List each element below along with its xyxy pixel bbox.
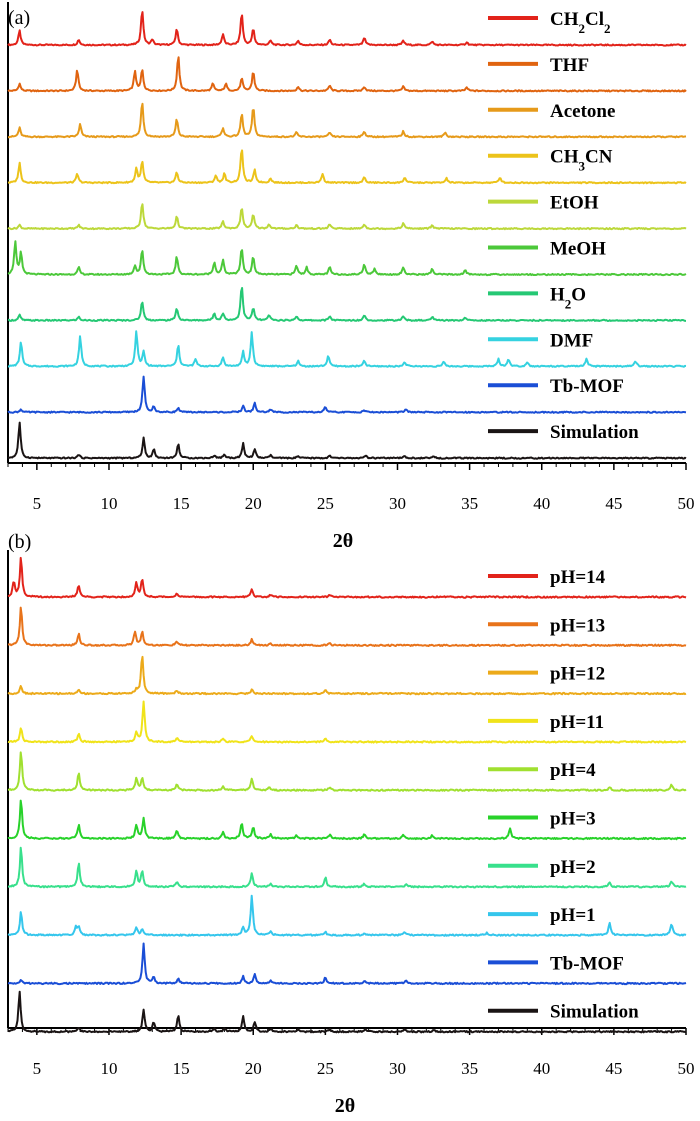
legend-label: Simulation (550, 422, 639, 443)
legend-label: pH=14 (550, 567, 606, 588)
x-axis-title: 2θ (335, 1095, 355, 1117)
series-trace (7, 149, 687, 185)
x-tick-label: 30 (389, 494, 406, 513)
series-trace (7, 556, 687, 599)
x-tick-label: 35 (461, 494, 478, 513)
legend-label: EtOH (550, 193, 599, 214)
x-tick-label: 5 (33, 494, 42, 513)
x-tick-label: 25 (317, 1059, 334, 1078)
legend-label: CH2Cl2 (550, 9, 611, 36)
x-tick-label: 45 (605, 1059, 622, 1078)
legend-label: H2O (550, 284, 586, 311)
series-trace (7, 655, 687, 696)
series-trace (7, 799, 687, 841)
legend-label: pH=2 (550, 857, 596, 878)
series-trace (7, 287, 686, 322)
x-tick-label: 45 (605, 494, 622, 513)
legend-label: MeOH (550, 239, 606, 260)
series-trace (7, 375, 687, 414)
legend-label: Acetone (550, 101, 615, 122)
panel-label: (b) (8, 531, 31, 553)
legend-label: pH=12 (550, 664, 605, 685)
series-trace (7, 894, 687, 937)
legend-label: Tb-MOF (550, 953, 624, 974)
panel-b: (b) 2θ 5 10 15 20 25 30 35 40 45 50 pH=14 pH=13 pH=1… (7, 531, 695, 1117)
series-trace (7, 203, 687, 231)
legend-label: CH3CN (550, 147, 613, 174)
series-trace (7, 942, 687, 986)
series-trace (7, 11, 687, 47)
legend-label: THF (550, 55, 589, 76)
legend-label: pH=13 (550, 615, 605, 636)
panel-a: (a) 2θ 5 10 15 20 25 30 35 40 45 50 CH2Cl2 THF Aceto… (7, 2, 695, 552)
series-trace (7, 990, 687, 1034)
x-tick-label: 15 (173, 1059, 190, 1078)
x-tick-label: 10 (100, 494, 117, 513)
series-trace (8, 846, 687, 889)
x-tick-label: 20 (245, 1059, 262, 1078)
series-trace (7, 606, 687, 647)
panel-label: (a) (8, 7, 30, 29)
series-trace (7, 240, 687, 277)
legend-label: DMF (550, 330, 593, 351)
x-tick-label: 40 (533, 1059, 550, 1078)
legend-label: pH=3 (550, 809, 596, 830)
series-trace (7, 751, 687, 792)
legend-label: pH=4 (550, 760, 596, 781)
x-tick-label: 10 (100, 1059, 117, 1078)
x-tick-label: 20 (245, 494, 262, 513)
x-tick-label: 5 (33, 1059, 42, 1078)
x-tick-label: 50 (678, 494, 695, 513)
x-tick-label: 15 (173, 494, 190, 513)
legend-label: pH=1 (550, 905, 596, 926)
legend-label: pH=11 (550, 712, 604, 733)
series-trace (7, 421, 687, 460)
x-tick-label: 50 (678, 1059, 695, 1078)
legend-label: Simulation (550, 1002, 639, 1023)
x-axis-title: 2θ (333, 530, 353, 552)
series-trace (7, 102, 687, 139)
x-tick-label: 40 (533, 494, 550, 513)
x-tick-label: 25 (317, 494, 334, 513)
series-trace (7, 700, 687, 744)
x-tick-label: 35 (461, 1059, 478, 1078)
series-trace (8, 330, 687, 368)
series-trace (7, 56, 687, 93)
x-tick-label: 30 (389, 1059, 406, 1078)
legend-label: Tb-MOF (550, 376, 624, 397)
